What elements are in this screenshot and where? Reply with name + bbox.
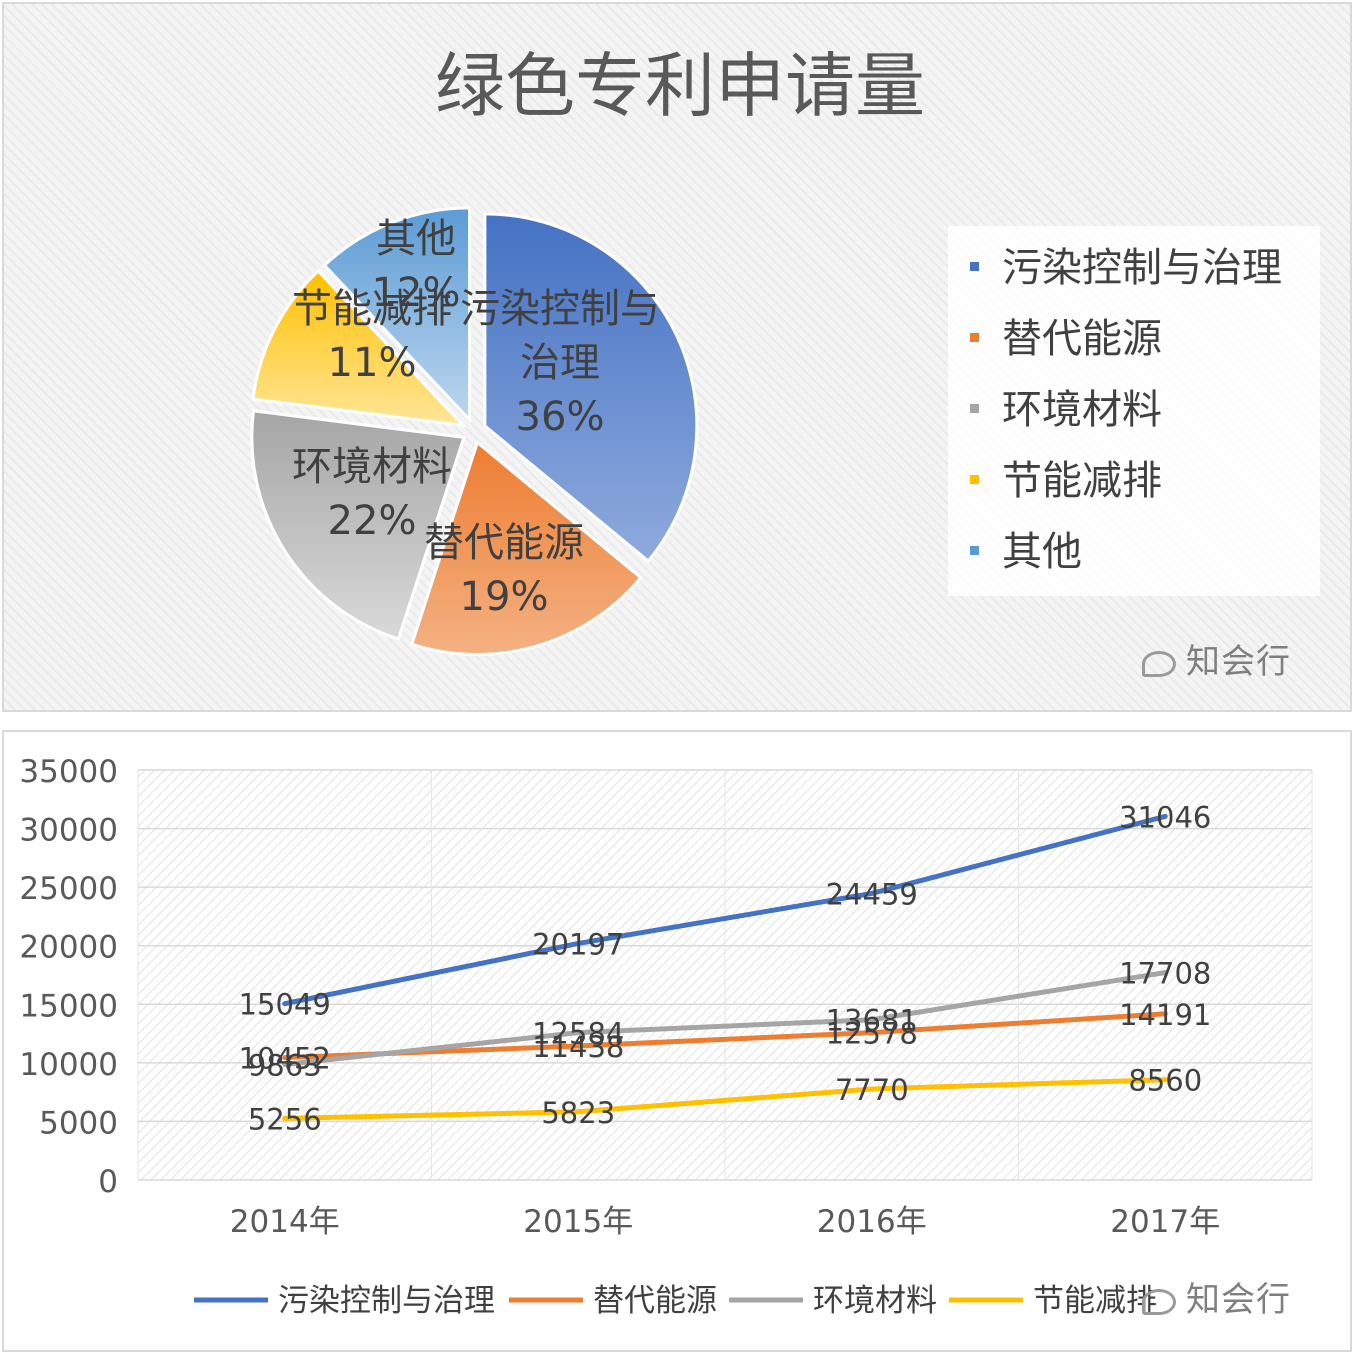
legend-label: 其他 [1002, 529, 1082, 575]
data-label: 14191 [1119, 998, 1211, 1032]
wechat-icon [1142, 1288, 1176, 1315]
legend-marker [970, 475, 979, 484]
pie-slice [251, 268, 468, 428]
data-label: 20197 [532, 927, 624, 961]
series-line [282, 1011, 1168, 1061]
data-label: 17708 [1119, 957, 1211, 991]
legend-label: 污染控制与治理 [1002, 245, 1282, 291]
pie-slice [409, 439, 643, 656]
legend-label: 环境材料 [1002, 387, 1162, 433]
x-tick-label: 2017年 [1110, 1204, 1220, 1240]
data-label: 12584 [532, 1017, 624, 1051]
watermark-text: 知会行 [1186, 642, 1291, 682]
data-label: 12578 [826, 1017, 918, 1051]
series-line [282, 970, 1168, 1067]
pie-slice [250, 409, 466, 641]
legend-label: 环境材料 [813, 1283, 937, 1319]
watermark-text: 知会行 [1186, 1280, 1291, 1320]
data-label: 13681 [826, 1004, 918, 1038]
legend-label: 替代能源 [593, 1283, 717, 1319]
line-chart: 0 5000 10000 15000 20000 25000 30000 35000 2014… [19, 754, 1313, 1319]
series-line [282, 1077, 1168, 1121]
wechat-icon [1142, 650, 1176, 677]
legend-label: 节能减排 [1033, 1283, 1157, 1319]
line-chart-panel: 0 5000 10000 15000 20000 25000 30000 35000 2014… [2, 730, 1352, 1352]
data-label: 9863 [248, 1048, 322, 1082]
legend-label: 节能减排 [1002, 458, 1162, 504]
data-label: 8560 [1128, 1064, 1202, 1098]
data-label: 15049 [239, 988, 331, 1022]
y-tick-label: 0 [98, 1164, 118, 1200]
legend-marker [970, 404, 979, 413]
pie-chart: 绿色专利申请量 污染控制与治理 36%替代能源 19%环境材料 22%节能减排 11%其… [250, 45, 1320, 656]
data-label: 7770 [835, 1073, 909, 1107]
pie-slice-label: 污染控制与治理 36% [460, 286, 660, 440]
y-tick-label: 20000 [19, 930, 118, 966]
series-line [282, 813, 1168, 1007]
x-tick-label: 2015年 [523, 1204, 633, 1240]
legend-marker [970, 333, 979, 342]
pie-slice-label: 其他 12% [372, 216, 461, 316]
pie-legend-box [948, 226, 1320, 596]
y-tick-label: 15000 [19, 988, 118, 1024]
data-label: 31046 [1119, 800, 1211, 834]
data-label: 10452 [239, 1042, 331, 1076]
pie-slice-label: 环境材料 22% [292, 444, 452, 544]
data-label: 5823 [541, 1096, 615, 1130]
data-label: 5256 [248, 1102, 322, 1136]
y-tick-label: 30000 [19, 813, 118, 849]
y-tick-label: 35000 [19, 754, 118, 790]
watermark-2: 知会行 [1142, 1272, 1291, 1321]
pie-slice [322, 206, 472, 424]
x-tick-label: 2014年 [230, 1204, 340, 1240]
pie-slice [483, 212, 699, 564]
y-tick-label: 5000 [39, 1105, 118, 1141]
legend-label: 替代能源 [1002, 316, 1162, 362]
x-tick-label: 2016年 [817, 1204, 927, 1240]
pie-chart-title: 绿色专利申请量 [435, 45, 925, 127]
y-tick-label: 25000 [19, 871, 118, 907]
y-tick-label: 10000 [19, 1047, 118, 1083]
pie-chart-panel: 绿色专利申请量 污染控制与治理 36% 替代能源 19% 环境材料 22% 节能减排 11% 其… [2, 2, 1352, 712]
legend-label: 污染控制与治理 [278, 1283, 495, 1319]
data-label: 24459 [826, 877, 918, 911]
legend-marker [970, 546, 979, 555]
data-label: 11438 [532, 1030, 624, 1064]
watermark: 知会行 [1142, 634, 1291, 683]
pie-slice-label: 节能减排 11% [292, 286, 452, 386]
legend-marker [970, 262, 979, 271]
pie-slice-label: 替代能源 19% [424, 520, 584, 620]
